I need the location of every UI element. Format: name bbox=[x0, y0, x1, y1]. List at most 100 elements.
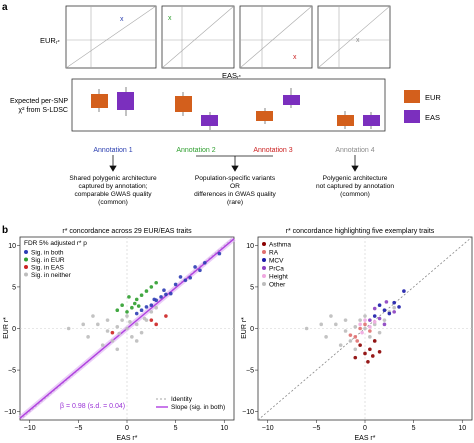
left-point-sig-in-neither bbox=[139, 330, 144, 335]
left-point-sig-in-neither bbox=[128, 320, 132, 324]
left-point-sig-in-both bbox=[203, 260, 207, 265]
left-point-sig-in-eas bbox=[164, 314, 168, 318]
legend-sig-both: Sig. in both bbox=[31, 250, 64, 257]
right-point-mcv bbox=[377, 303, 382, 308]
left-point-sig-in-neither bbox=[115, 325, 120, 329]
right-point-other bbox=[304, 326, 309, 331]
anno1-desc-line: (common) bbox=[98, 199, 128, 206]
right-point-asthma bbox=[358, 343, 362, 347]
left-scatter-title: r* concordance across 29 EUR/EAS traits bbox=[62, 228, 192, 235]
left-point-sig-in-eur bbox=[125, 310, 129, 314]
left-ylabel: EUR r* bbox=[3, 317, 10, 339]
left-point-sig-in-both bbox=[144, 305, 149, 309]
right-legend: Asthma RA MCV PrCa Height Other bbox=[262, 242, 291, 289]
annotation-1-description: Shared polygenic architecture captured b… bbox=[69, 175, 157, 206]
anno2-eas-box bbox=[201, 115, 218, 126]
anno23-desc-line: (rare) bbox=[227, 199, 243, 206]
left-point-sig-in-eur bbox=[139, 293, 144, 298]
left-point-sig-in-both bbox=[188, 275, 193, 280]
left-xlabel: EAS r* bbox=[116, 435, 137, 442]
eur-axis-label: EURr* bbox=[40, 36, 61, 46]
annotation-arrows bbox=[109, 155, 359, 172]
annotation-1-label: Annotation 1 bbox=[93, 147, 132, 154]
left-point-sig-in-neither bbox=[115, 347, 120, 352]
right-point-mcv bbox=[387, 311, 392, 316]
right-ytick-label: −10 bbox=[242, 409, 254, 416]
left-ytick-label: −5 bbox=[8, 368, 16, 375]
panel-a-legend: EUR EAS bbox=[404, 90, 441, 123]
left-point-sig-in-eur bbox=[132, 301, 137, 306]
right-point-other bbox=[348, 339, 353, 343]
anno1-desc-line: comparable GWAS quality bbox=[74, 191, 152, 198]
right-point-asthma bbox=[370, 354, 375, 358]
right-point-ra bbox=[368, 329, 372, 333]
left-xtick-label: −10 bbox=[24, 425, 36, 432]
left-point-sig-in-eur bbox=[130, 305, 134, 310]
anno4-desc-line: (common) bbox=[340, 191, 370, 198]
left-points bbox=[66, 251, 222, 352]
left-point-sig-in-neither bbox=[96, 322, 100, 327]
right-point-other bbox=[363, 326, 367, 331]
annotation-3-label: Annotation 3 bbox=[253, 147, 292, 154]
right-point-other bbox=[353, 325, 358, 329]
left-point-sig-in-neither bbox=[130, 335, 134, 339]
anno4-desc-line: not captured by annotation bbox=[316, 183, 394, 190]
left-point-sig-in-neither bbox=[134, 322, 139, 327]
right-point-other bbox=[329, 314, 333, 318]
anno23-desc-line: Population-specific variants bbox=[195, 175, 276, 182]
right-point-prca bbox=[392, 310, 396, 314]
left-point-sig-in-neither bbox=[86, 335, 90, 339]
right-point-prca bbox=[382, 322, 387, 327]
right-ytick-label: 5 bbox=[250, 284, 254, 291]
left-point-sig-in-both bbox=[168, 291, 173, 296]
legend-eas-swatch bbox=[404, 110, 420, 123]
left-point-sig-in-both bbox=[152, 297, 157, 302]
anno2-eur-box bbox=[175, 96, 192, 112]
left-xtick-label: −5 bbox=[74, 425, 82, 432]
left-point-sig-in-both bbox=[217, 251, 222, 256]
right-point-prca bbox=[384, 300, 389, 304]
right-ytick-label: −5 bbox=[246, 368, 254, 375]
left-point-sig-in-eur bbox=[149, 285, 154, 289]
left-point-sig-in-both bbox=[139, 308, 144, 313]
left-point-sig-in-eas bbox=[149, 318, 154, 322]
left-point-sig-in-neither bbox=[134, 339, 139, 343]
left-lines-legend: Identity Slope (sig. in both) bbox=[156, 396, 225, 411]
expected-chi2-boxplot bbox=[71, 78, 386, 132]
right-point-asthma bbox=[372, 339, 377, 343]
right-scatter-title: r* concordance highlighting five exempla… bbox=[286, 228, 435, 235]
chi2-ylabel-line2: χ² from S-LDSC bbox=[18, 107, 68, 114]
right-point-mcv bbox=[402, 289, 406, 293]
right-point-height bbox=[368, 325, 372, 329]
left-ytick-label: 0 bbox=[12, 326, 16, 333]
anno1-eur-box bbox=[91, 94, 108, 108]
right-point-other bbox=[338, 343, 343, 347]
left-point-sig-in-eur bbox=[136, 304, 141, 308]
right-point-other bbox=[334, 322, 338, 327]
left-point-sig-in-neither bbox=[105, 329, 110, 333]
left-point-sig-in-eur bbox=[134, 297, 139, 302]
anno4-eas-box bbox=[363, 115, 380, 126]
right-point-other bbox=[319, 322, 324, 327]
annotation-2-3-description: Population-specific variants OR differen… bbox=[194, 175, 276, 206]
left-xtick-label: 10 bbox=[220, 425, 228, 432]
left-ytick-label: −10 bbox=[4, 409, 16, 416]
anno23-desc-line: differences in GWAS quality bbox=[194, 191, 276, 198]
left-scatter: −10 −5 0 5 10 −10 −5 0 5 10 bbox=[4, 236, 236, 432]
left-point-sig-in-eur bbox=[144, 289, 149, 293]
schematic-plot-3: x bbox=[239, 5, 313, 69]
anno3-eas-box bbox=[283, 95, 300, 105]
legend-sig-eur: Sig. in EUR bbox=[31, 257, 65, 264]
legend-sig-eas: Sig. in EAS bbox=[31, 265, 65, 272]
left-point-sig-in-eur bbox=[115, 308, 120, 313]
right-point-asthma bbox=[377, 349, 382, 354]
right-point-other bbox=[353, 347, 358, 352]
legend-prca: PrCa bbox=[269, 266, 284, 273]
left-point-sig-in-eas bbox=[154, 322, 158, 327]
legend-eas-label: EAS bbox=[425, 113, 440, 122]
left-point-sig-in-both bbox=[134, 311, 139, 316]
right-points bbox=[304, 289, 406, 364]
left-legend: FDR 5% adjusted r* p Sig. in both Sig. i… bbox=[24, 240, 87, 279]
left-point-sig-in-both bbox=[183, 278, 188, 283]
right-point-other bbox=[372, 322, 377, 327]
